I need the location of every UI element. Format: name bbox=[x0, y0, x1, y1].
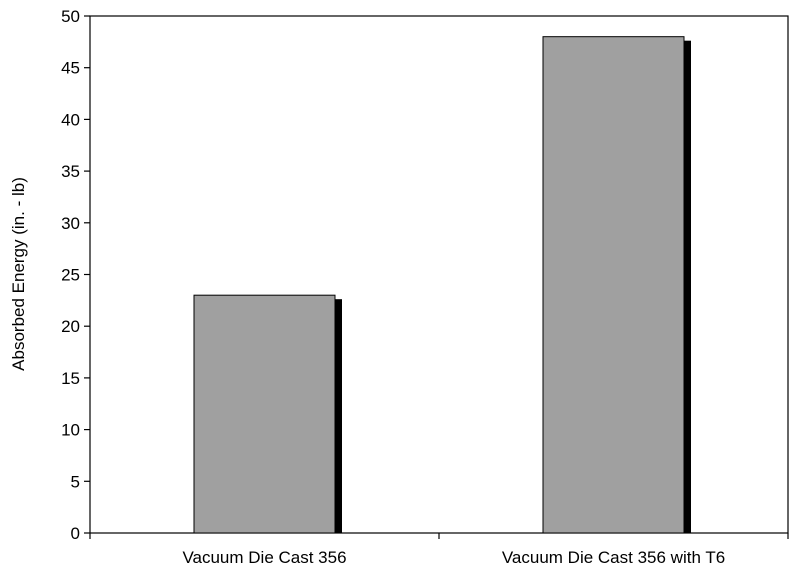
bar bbox=[542, 36, 685, 534]
bars bbox=[193, 36, 685, 534]
y-axis-ticks bbox=[84, 15, 90, 534]
y-axis-tick-labels: 0 5 10 15 20 25 30 35 40 45 50 bbox=[61, 7, 80, 543]
x-category-label: Vacuum Die Cast 356 with T6 bbox=[502, 548, 725, 567]
y-tick-label: 25 bbox=[61, 266, 80, 285]
y-tick-label: 50 bbox=[61, 7, 80, 26]
y-tick-label: 45 bbox=[61, 59, 80, 78]
plot-area bbox=[84, 15, 789, 539]
y-tick-label: 0 bbox=[71, 524, 80, 543]
y-tick-label: 5 bbox=[71, 472, 80, 491]
bar bbox=[193, 294, 336, 534]
y-tick-label: 30 bbox=[61, 214, 80, 233]
x-axis-ticks bbox=[89, 533, 789, 539]
x-category-label: Vacuum Die Cast 356 bbox=[182, 548, 346, 567]
y-tick-label: 20 bbox=[61, 317, 80, 336]
y-tick-label: 35 bbox=[61, 162, 80, 181]
x-axis-category-labels: Vacuum Die Cast 356 Vacuum Die Cast 356 w… bbox=[182, 548, 725, 567]
y-tick-label: 40 bbox=[61, 110, 80, 129]
y-tick-label: 10 bbox=[61, 421, 80, 440]
y-axis-title: Absorbed Energy (in. - lb) bbox=[9, 177, 28, 371]
y-tick-label: 15 bbox=[61, 369, 80, 388]
